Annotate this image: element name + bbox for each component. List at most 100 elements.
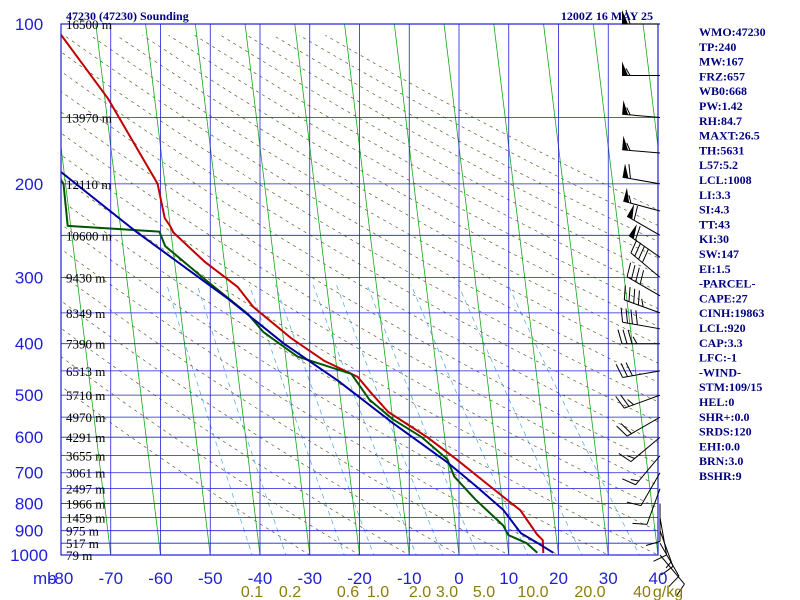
wind-barb-staff [659,554,685,585]
mixing-ratio-line [336,284,444,555]
wind-barb-pennant [622,163,629,179]
wind-barb-staff [635,455,661,486]
wind-barb [623,285,661,314]
wind-barb-staff [624,299,661,314]
wind-barb-feather [626,501,642,507]
wind-barb-feather [632,522,648,525]
height-label: 5710 m [66,388,105,403]
wind-barb-feather [615,364,624,378]
pressure-unit-label: mb [33,569,57,588]
wind-barb-feather [620,394,630,407]
wind-barb-feather [617,329,623,344]
height-label: 4970 m [66,410,105,425]
isotherm [294,24,360,555]
index-entry: LFC:-1 [699,351,737,365]
dry-adiabat [168,35,658,309]
temperature-tick-label: 20 [549,569,568,588]
wind-barb-feather [622,478,636,486]
height-label: 7390 m [66,337,105,352]
wind-barb [626,472,661,507]
index-entry: BRN:3.0 [699,454,743,468]
height-label: 8349 m [66,306,105,321]
wind-barb-feather [668,575,680,587]
stability-indices-panel: WMO:47230TP:240MW:167FRZ:657WB0:668PW:1.… [699,25,766,483]
wind-barb-feather [627,329,633,344]
index-entry: STM:109/15 [699,380,762,394]
mixing-ratio-label: 1.0 [367,584,389,600]
wind-barb-staff [659,517,668,556]
pressure-tick-label: 1000 [10,546,48,565]
isotherm [393,24,460,555]
wind-barb-feather [628,164,631,179]
index-entry: WMO:47230 [699,25,766,39]
wind-barb [620,307,661,330]
index-entry: WB0:668 [699,84,747,98]
wind-barb-feather [615,396,625,409]
wind-barb-pennant [622,100,629,115]
wind-barb-pennant [622,135,629,151]
wind-barb [622,9,660,25]
pressure-tick-label: 800 [15,495,43,514]
index-entry: SRDS:120 [699,425,752,439]
wind-barb-feather [632,336,638,344]
dry-adiabat [61,51,658,403]
mixing-ratio-line [196,284,287,555]
index-entry: KI:30 [699,232,729,246]
wind-barb-feather [630,479,639,482]
temperature-tick-label: -70 [98,569,123,588]
plot-frame [60,23,659,556]
index-entry: EHI:0.0 [699,439,740,453]
station-title: 47230 (47230) Sounding [66,9,189,23]
wind-barb-feather [638,245,645,260]
height-label: 975 m [66,524,99,539]
temperature-tick-label: -80 [49,569,74,588]
temperature-tick-label: 0 [454,569,463,588]
mixing-ratio-line [248,284,345,555]
height-label: 3655 m [66,449,105,464]
height-label: 6513 m [66,364,105,379]
isotherm [344,24,410,555]
wind-barb-feather [618,453,632,463]
wind-barbs [615,9,685,597]
wind-barb [626,262,661,297]
wind-barb-staff [622,321,661,330]
wind-barb-feather [625,362,633,376]
wind-barb [659,554,685,597]
mixing-ratio-label: 2.0 [409,584,431,600]
wind-barb-staff [640,472,661,506]
temperature-tick-label: -30 [297,569,322,588]
wind-barb [616,416,661,437]
height-label: 16500 m [66,17,112,32]
grid-layer [61,24,658,555]
wind-barb-feather [625,308,628,324]
wind-barb-feather [628,195,632,204]
dry-adiabat [61,91,658,443]
height-label: 9430 m [66,270,105,285]
index-entry: LCL:1008 [699,173,752,187]
wind-barb-feather [626,107,631,116]
mixing-ratio-line [457,284,583,555]
wind-barb-pennant [623,187,630,203]
pressure-tick-label: 600 [15,428,43,447]
wind-barb-staff [622,149,661,154]
wind-barb-feather [635,310,638,325]
wind-barb-feather [620,363,628,377]
wind-barb [622,100,661,119]
isotherm [443,24,510,555]
mixing-ratio-line [366,284,478,555]
wind-barb [626,204,661,236]
index-entry: L57:5.2 [699,158,738,172]
index-entry: -PARCEL- [699,277,755,291]
index-entry: SHR+:0.0 [699,410,750,424]
height-label: 12110 m [66,177,111,192]
index-entry: RH:84.7 [699,114,742,128]
mixing-ratio-label: 0.2 [279,584,301,600]
wind-barb-staff [630,436,661,463]
wind-barb-feather [630,309,633,325]
wind-barb-feather [634,242,642,257]
index-entry: EI:1.5 [699,262,731,276]
wind-barb-feather [634,226,641,241]
isotherm [194,24,261,555]
wind-barb-feather [645,541,661,547]
